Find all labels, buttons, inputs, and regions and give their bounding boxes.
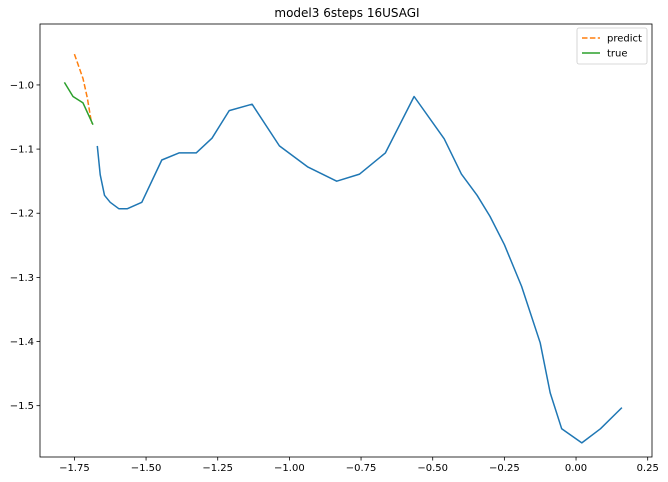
series-line-true [63, 82, 94, 126]
series-line-history [96, 95, 623, 444]
series-line-predict [73, 53, 93, 124]
y-tick-label: −1.4 [10, 337, 34, 348]
plot-frame [39, 23, 653, 458]
y-tick-label: −1.3 [10, 273, 34, 284]
y-tick-label: −1.2 [10, 209, 34, 220]
x-tick-label: 0.25 [637, 463, 659, 474]
x-tick-label: −1.25 [202, 463, 233, 474]
x-tick-label: −1.50 [131, 463, 162, 474]
x-tick-label: −0.50 [417, 463, 448, 474]
plot-area [40, 24, 652, 457]
x-tick-label: 0.00 [565, 463, 587, 474]
legend-label-true: true [607, 49, 628, 60]
legend: predict true [576, 27, 648, 65]
y-tick-label: −1.5 [10, 401, 34, 412]
x-tick-label: −0.25 [489, 463, 520, 474]
y-tick-label: −1.0 [10, 80, 34, 91]
chart-title: model3 6steps 16USAGI [274, 6, 419, 20]
series-layer [63, 53, 623, 444]
legend-box [576, 27, 648, 65]
x-tick-label: −1.75 [59, 463, 90, 474]
y-tick-label: −1.1 [10, 145, 34, 156]
x-tick-label: −0.75 [346, 463, 377, 474]
axis-layer: −1.75 −1.50 −1.25 −1.00 −0.75 −0.50 −0.25 0.00 0… [10, 80, 659, 474]
legend-label-predict: predict [607, 34, 642, 45]
x-tick-label: −1.00 [274, 463, 305, 474]
